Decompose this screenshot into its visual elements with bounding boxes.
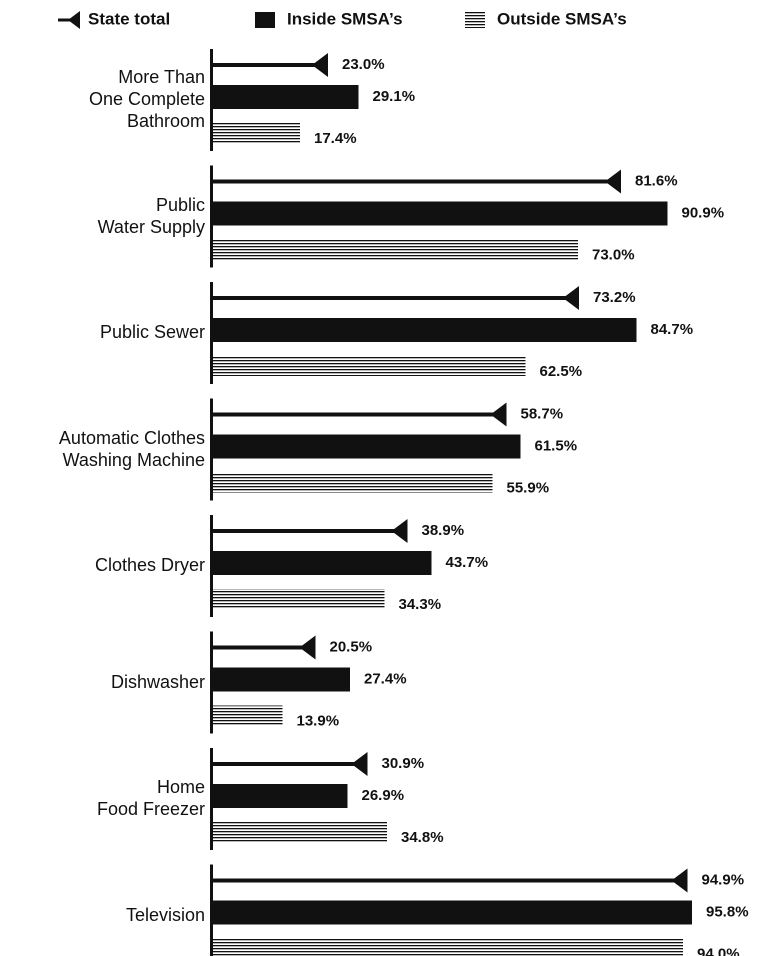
value-label: 43.7% <box>446 554 489 571</box>
bar <box>213 529 408 533</box>
legend-swatch <box>255 12 275 28</box>
category-label: Public Sewer <box>99 322 205 342</box>
flag-marker <box>490 402 507 427</box>
value-label: 61.5% <box>535 437 578 454</box>
legend-swatch <box>58 18 76 22</box>
flag-marker <box>563 286 579 310</box>
value-label: 62.5% <box>540 363 583 380</box>
bar <box>213 472 493 493</box>
bar <box>213 201 668 226</box>
category-label: Dishwasher <box>110 671 205 692</box>
bar <box>213 938 683 956</box>
value-label: 94.0% <box>697 945 740 956</box>
bar <box>213 784 348 808</box>
bar <box>213 645 316 650</box>
value-label: 29.1% <box>373 88 416 105</box>
bar <box>213 551 432 575</box>
value-label: 55.9% <box>507 479 550 496</box>
value-label: 58.7% <box>521 405 564 422</box>
category-label: Public Water Supply <box>97 194 205 237</box>
bar <box>213 412 507 417</box>
legend-label: State total <box>88 9 170 28</box>
flag-marker <box>299 635 316 660</box>
value-label: 17.4% <box>314 130 357 147</box>
flag-marker <box>351 752 368 776</box>
bar <box>213 356 526 376</box>
category-label: Home Food Freezer <box>96 777 205 819</box>
value-label: 38.9% <box>422 522 465 539</box>
category-label: More Than One Complete Bathroom <box>88 67 205 131</box>
flag-marker <box>671 868 688 893</box>
bar <box>213 705 283 726</box>
axis-line <box>210 398 213 501</box>
value-label: 90.9% <box>682 204 725 221</box>
bar <box>213 123 300 143</box>
bar <box>213 239 578 260</box>
value-label: 73.2% <box>593 289 636 306</box>
value-label: 94.9% <box>702 871 745 888</box>
legend-label: Outside SMSA’s <box>497 9 627 28</box>
value-label: 34.3% <box>399 596 442 613</box>
flag-marker <box>605 169 621 194</box>
value-label: 30.9% <box>382 755 425 772</box>
axis-line <box>210 49 213 151</box>
flag-marker <box>312 53 328 77</box>
bar <box>213 296 579 300</box>
bar <box>213 318 637 342</box>
category-label: Clothes Dryer <box>94 555 205 575</box>
axis-line <box>210 282 213 384</box>
value-label: 27.4% <box>364 670 407 687</box>
bar <box>213 85 359 109</box>
bar <box>213 762 368 766</box>
value-label: 81.6% <box>635 172 678 189</box>
value-label: 84.7% <box>651 321 694 338</box>
value-label: 34.8% <box>401 829 444 846</box>
axis-line <box>210 864 213 956</box>
axis-line <box>210 631 213 734</box>
category-label: Television <box>125 904 205 925</box>
bar <box>213 667 350 692</box>
legend-label: Inside SMSA’s <box>287 9 403 28</box>
bar <box>213 179 621 184</box>
axis-line <box>210 748 213 850</box>
flag-marker <box>391 519 408 543</box>
legend-swatch <box>68 11 80 29</box>
axis-line <box>210 515 213 617</box>
bar <box>213 900 692 925</box>
legend-swatch <box>465 12 485 28</box>
bar <box>213 589 385 609</box>
value-label: 23.0% <box>342 56 385 73</box>
value-label: 13.9% <box>297 712 340 729</box>
value-label: 20.5% <box>330 638 373 655</box>
value-label: 73.0% <box>592 246 635 263</box>
bar <box>213 63 328 67</box>
value-label: 95.8% <box>706 903 749 920</box>
axis-line <box>210 165 213 268</box>
value-label: 26.9% <box>362 787 405 804</box>
bar <box>213 822 387 842</box>
category-label: Automatic Clothes Washing Machine <box>58 427 205 470</box>
bar <box>213 434 521 459</box>
bar <box>213 878 688 883</box>
